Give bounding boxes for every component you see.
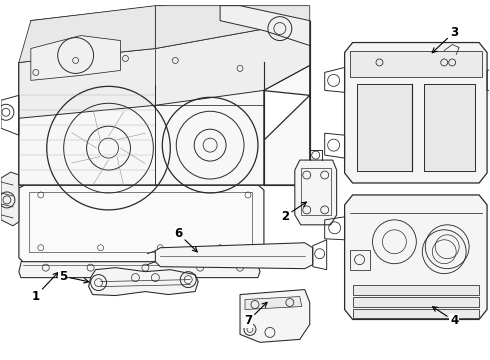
Polygon shape [220,6,310,45]
Polygon shape [349,50,482,77]
Polygon shape [353,285,479,294]
Polygon shape [245,297,302,310]
Polygon shape [353,297,479,306]
Polygon shape [424,84,475,171]
Polygon shape [155,6,310,49]
Polygon shape [31,6,310,66]
Polygon shape [240,289,310,342]
Text: 3: 3 [432,26,458,53]
Text: 1: 1 [32,273,58,302]
Polygon shape [19,21,310,185]
Polygon shape [19,185,264,262]
Text: 5: 5 [59,270,89,283]
Polygon shape [89,268,198,296]
Polygon shape [155,243,313,269]
Polygon shape [19,49,264,185]
Polygon shape [1,172,19,226]
Polygon shape [31,36,121,80]
Polygon shape [19,6,155,62]
Polygon shape [295,160,337,225]
Polygon shape [353,309,479,319]
Text: 2: 2 [281,202,306,223]
Text: 7: 7 [244,302,267,328]
Polygon shape [19,21,310,118]
Text: 6: 6 [174,227,197,252]
Polygon shape [357,84,413,171]
Polygon shape [344,42,487,183]
Polygon shape [344,195,487,319]
Text: 4: 4 [433,307,458,328]
Polygon shape [19,255,260,278]
